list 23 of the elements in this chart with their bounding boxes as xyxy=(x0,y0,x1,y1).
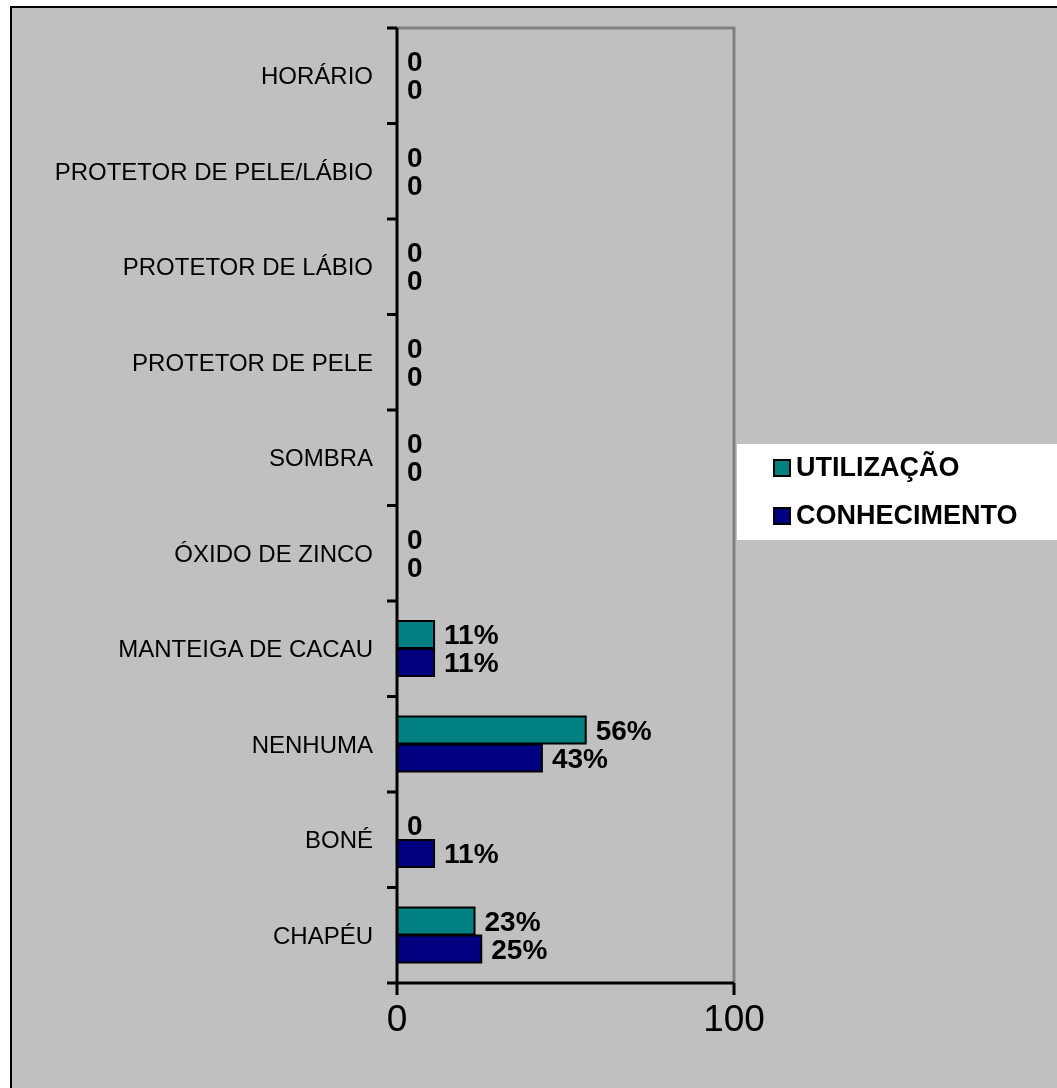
legend-label: CONHECIMENTO xyxy=(796,500,1018,531)
data-label: 0 xyxy=(407,265,423,296)
data-label: 0 xyxy=(407,810,423,841)
y-tick-label: NENHUMA xyxy=(251,730,373,758)
data-label: 11% xyxy=(444,619,499,650)
data-label: 11% xyxy=(444,838,499,869)
data-label: 11% xyxy=(444,647,499,678)
y-tick-label: SOMBRA xyxy=(268,444,373,472)
y-tick-label: PROTETOR DE PELE/LÁBIO xyxy=(54,157,373,185)
y-tick-label: PROTETOR DE LÁBIO xyxy=(122,253,373,281)
data-label: 0 xyxy=(407,74,423,105)
data-label: 0 xyxy=(407,456,423,487)
data-label: 0 xyxy=(407,237,423,268)
y-tick-label: ÓXIDO DE ZINCO xyxy=(174,539,373,567)
data-label: 0 xyxy=(407,428,423,459)
x-tick-label: 100 xyxy=(703,998,765,1040)
y-tick-label: BONÉ xyxy=(304,826,373,854)
data-label: 0 xyxy=(407,46,423,77)
y-tick-label: MANTEIGA DE CACAU xyxy=(118,635,373,663)
y-tick-label: CHAPÉU xyxy=(272,921,373,949)
y-tick-label: HORÁRIO xyxy=(260,62,373,90)
legend-label: UTILIZAÇÃO xyxy=(796,452,960,483)
y-tick-label: PROTETOR DE PELE xyxy=(132,348,373,376)
